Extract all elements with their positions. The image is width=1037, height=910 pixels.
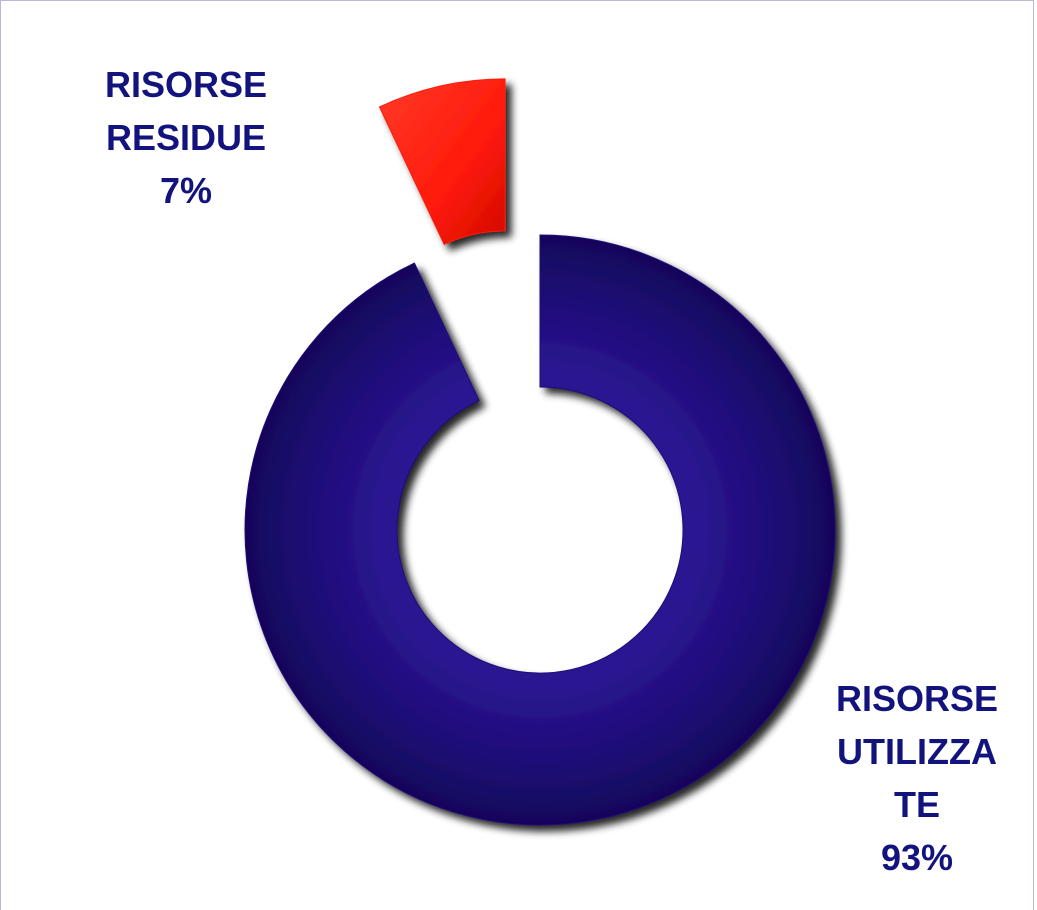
slice-label-residue-line-2: RESIDUE bbox=[105, 117, 267, 158]
slice-used bbox=[244, 234, 836, 826]
slice-label-used-line-1: RISORSE bbox=[835, 678, 999, 719]
slice-label-residue: RISORSE RESIDUE 7% bbox=[86, 58, 286, 217]
slice-label-used-line-3: TE bbox=[893, 784, 940, 825]
slice-label-used-line-2: UTILIZZA bbox=[837, 731, 997, 772]
slice-residue bbox=[378, 78, 506, 246]
slice-label-used-line-4: 93% bbox=[880, 837, 954, 878]
slice-label-residue-line-1: RISORSE bbox=[104, 64, 268, 105]
slice-label-used: RISORSE UTILIZZA TE 93% bbox=[812, 672, 1022, 884]
slice-label-residue-line-3: 7% bbox=[159, 170, 213, 211]
